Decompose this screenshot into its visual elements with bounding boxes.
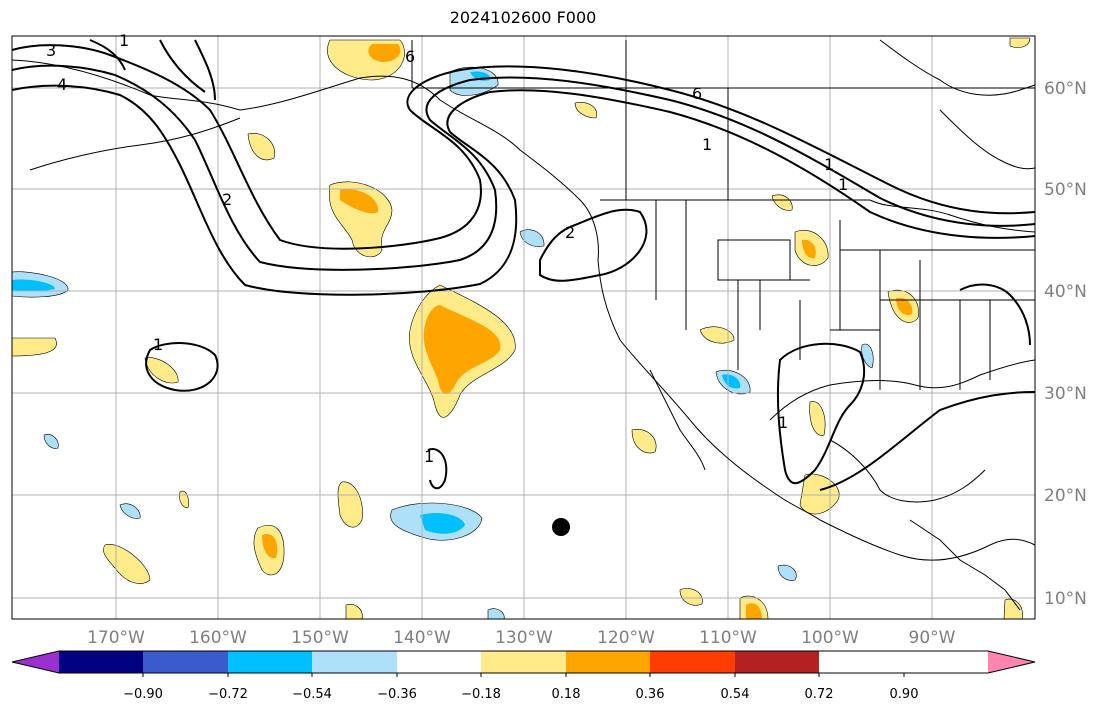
colorbar-segment [59, 651, 143, 673]
colorbar-ticks: −0.90 −0.72 −0.54 −0.36 −0.18 0.18 0.36 … [123, 687, 918, 702]
colorbar-tick-label: −0.72 [208, 687, 248, 702]
contour-label: 6 [692, 84, 702, 103]
colorbar-segment [143, 651, 228, 673]
lat-label: 20°N [1044, 486, 1087, 506]
colorbar [11, 650, 1036, 677]
contour-label: 1 [119, 31, 129, 50]
colorbar-segment [650, 651, 735, 673]
lat-label: 40°N [1044, 282, 1087, 302]
colorbar-segment [735, 651, 819, 673]
lon-label: 110°W [699, 628, 757, 648]
lat-label: 60°N [1044, 79, 1087, 99]
contour-label: 1 [778, 413, 788, 432]
colorbar-tick-label: −0.18 [461, 687, 501, 702]
contour-label: 1 [838, 175, 848, 194]
lat-label: 30°N [1044, 384, 1087, 404]
colorbar-tick-label: 0.36 [636, 687, 665, 702]
colorbar-tick-label: 0.18 [552, 687, 581, 702]
colorbar-tick-label: −0.54 [292, 687, 332, 702]
contour-label: 6 [405, 47, 415, 66]
storm-marker [552, 518, 570, 536]
contour-label: 1 [824, 155, 834, 174]
colorbar-segment [481, 651, 566, 673]
longitude-labels: 170°W 160°W 150°W 140°W 130°W 120°W 110°… [87, 628, 956, 648]
latitude-labels: 60°N 50°N 40°N 30°N 20°N 10°N [1044, 79, 1087, 609]
lon-label: 140°W [393, 628, 451, 648]
contour-label: 3 [46, 41, 56, 60]
coastlines [11, 39, 1036, 611]
map-frame [11, 35, 1036, 620]
lon-label: 120°W [597, 628, 655, 648]
colorbar-segment [312, 651, 397, 673]
colorbar-extend-min [12, 651, 59, 673]
colorbar-tick-label: 0.54 [721, 687, 750, 702]
contour-label: 2 [565, 223, 575, 242]
lat-label: 10°N [1044, 589, 1087, 609]
lon-label: 170°W [87, 628, 145, 648]
lon-label: 160°W [189, 628, 247, 648]
contour-label: 1 [153, 335, 163, 354]
lon-label: 130°W [495, 628, 553, 648]
colorbar-segment [397, 651, 481, 673]
map-title: 2024102600 F000 [449, 8, 597, 27]
height-contours [11, 39, 1036, 491]
contour-label: 1 [424, 447, 434, 466]
contour-label: 1 [702, 135, 712, 154]
contour-label: 4 [57, 75, 67, 94]
colorbar-segment [228, 651, 312, 673]
colorbar-tick-label: −0.90 [123, 687, 163, 702]
lon-label: 150°W [291, 628, 349, 648]
colorbar-tick-label: 0.72 [805, 687, 834, 702]
colorbar-segment [566, 651, 650, 673]
lat-label: 50°N [1044, 180, 1087, 200]
contour-label: 2 [222, 190, 232, 209]
colorbar-tick-label: 0.90 [890, 687, 919, 702]
colorbar-extend-max [988, 651, 1035, 673]
lon-label: 90°W [909, 628, 956, 648]
colorbar-outline [11, 650, 1036, 674]
lon-label: 100°W [801, 628, 859, 648]
colorbar-tick-label: −0.36 [377, 687, 417, 702]
